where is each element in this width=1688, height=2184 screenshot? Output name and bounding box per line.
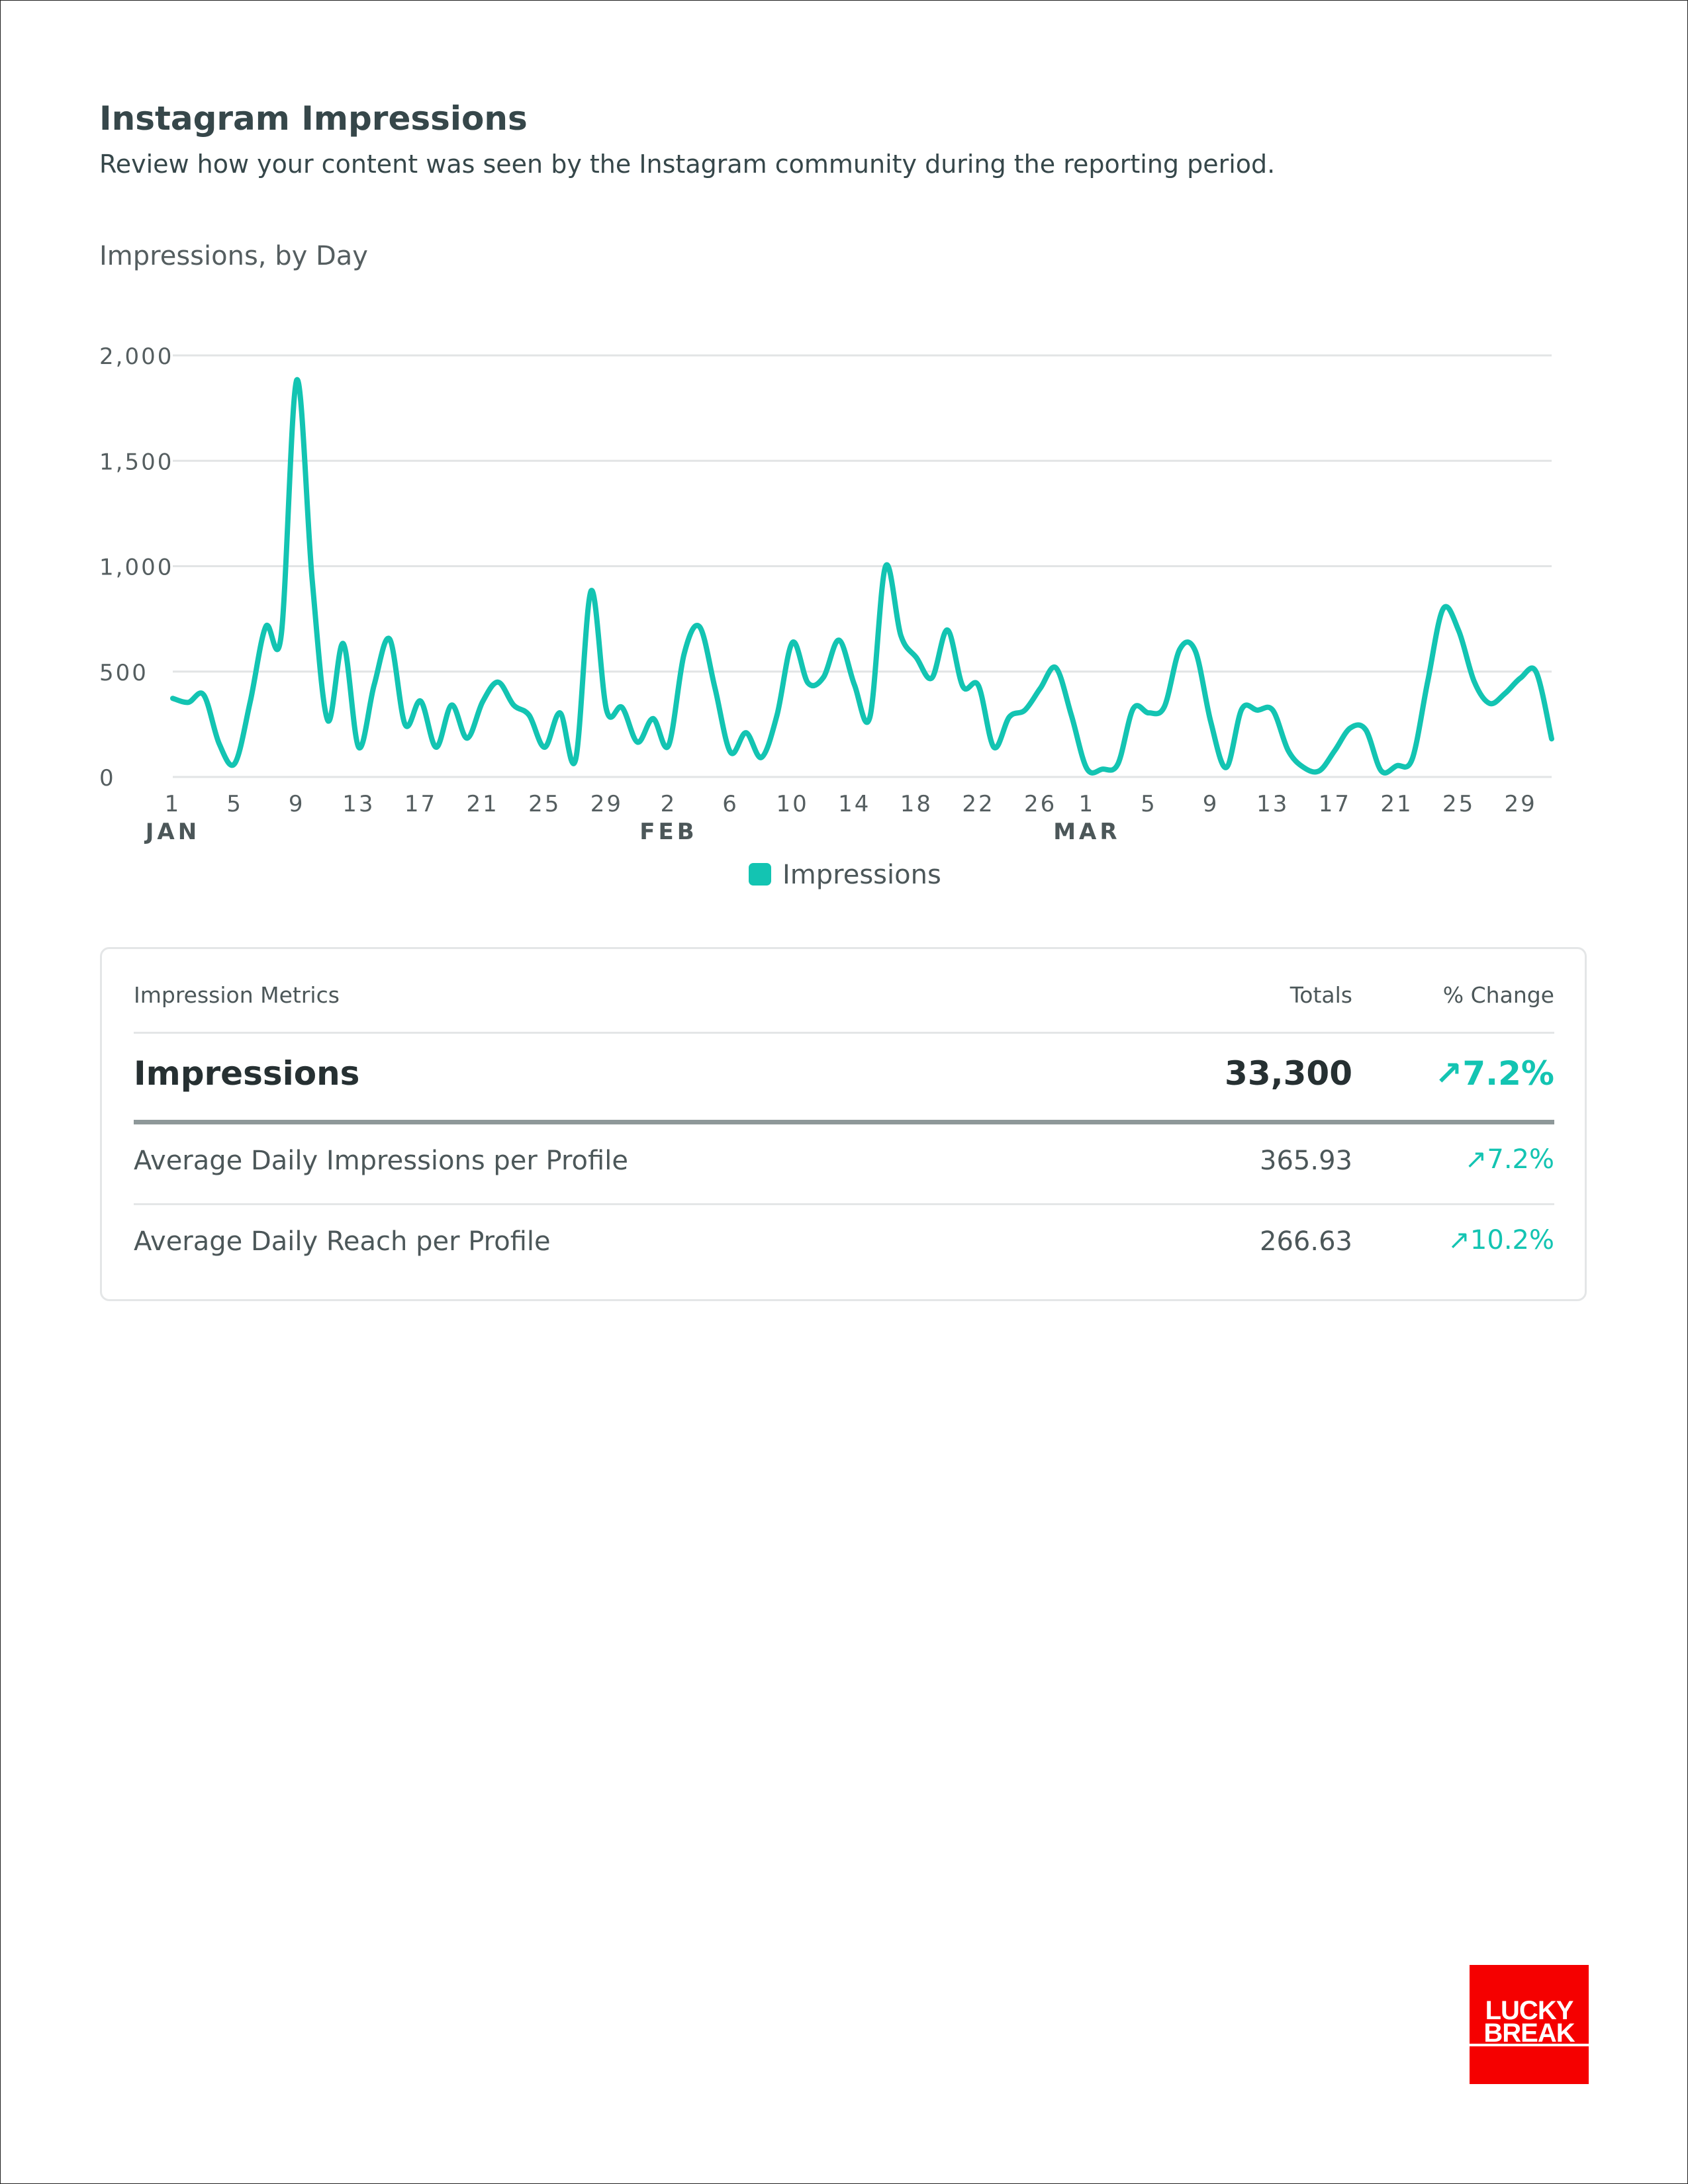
month-label: JAN	[144, 819, 200, 845]
divider	[134, 1032, 1554, 1034]
x-tick-label: 21	[1380, 791, 1413, 817]
row-avg-reach-label: Average Daily Reach per Profile	[134, 1226, 551, 1257]
header-totals: Totals	[1289, 982, 1352, 1008]
x-tick-label: 25	[528, 791, 561, 817]
x-tick-label: 17	[1319, 791, 1351, 817]
x-tick-label: 21	[466, 791, 498, 817]
change-value: 10.2%	[1470, 1225, 1554, 1255]
x-tick-label: 22	[962, 791, 994, 817]
x-tick-label: 10	[776, 791, 809, 817]
row-impressions-total: 33,300	[1225, 1054, 1352, 1093]
x-tick-label: 25	[1442, 791, 1475, 817]
x-tick-label: 5	[226, 791, 243, 817]
row-avg-impressions-total: 365.93	[1260, 1146, 1352, 1176]
row-impressions-label: Impressions	[134, 1054, 360, 1093]
x-tick-label: 13	[342, 791, 375, 817]
x-tick-label: 29	[590, 791, 623, 817]
row-avg-impressions-label: Average Daily Impressions per Profile	[134, 1146, 628, 1176]
change-value: 7.2%	[1487, 1144, 1554, 1175]
x-tick-label: 9	[289, 791, 305, 817]
divider	[134, 1203, 1554, 1205]
legend-swatch	[749, 863, 771, 886]
month-label: FEB	[639, 819, 697, 845]
arrow-up-right-icon: ↗	[1448, 1225, 1470, 1255]
row-impressions-change: ↗7.2%	[1434, 1054, 1554, 1093]
page-subtitle: Review how your content was seen by the …	[99, 150, 1276, 179]
month-label: MAR	[1053, 819, 1120, 845]
impression-metrics-table	[100, 947, 1587, 1301]
x-tick-label: 13	[1256, 791, 1289, 817]
x-tick-label: 14	[838, 791, 870, 817]
x-tick-label: 1	[1079, 791, 1096, 817]
x-tick-label: 5	[1141, 791, 1157, 817]
y-tick-label: 1,000	[99, 555, 173, 581]
y-tick-label: 1,500	[99, 449, 173, 475]
lucky-break-logo: LUCKY BREAK	[1470, 1965, 1589, 2084]
y-tick-label: 2,000	[99, 343, 173, 370]
row-avg-impressions-change: ↗7.2%	[1465, 1144, 1554, 1175]
row-avg-reach-total: 266.63	[1260, 1226, 1352, 1257]
x-tick-label: 2	[661, 791, 677, 817]
x-tick-label: 9	[1203, 791, 1219, 817]
divider-thick	[134, 1120, 1554, 1124]
x-tick-label: 17	[404, 791, 437, 817]
x-tick-label: 6	[722, 791, 739, 817]
page-title: Instagram Impressions	[99, 99, 528, 138]
series-line-impressions	[170, 377, 1554, 776]
x-tick-label: 26	[1024, 791, 1056, 817]
header-metric: Impression Metrics	[134, 982, 340, 1008]
header-change: % Change	[1442, 982, 1554, 1008]
change-value: 7.2%	[1462, 1054, 1554, 1093]
x-tick-label: 1	[165, 791, 181, 817]
row-avg-reach-change: ↗10.2%	[1448, 1225, 1554, 1255]
arrow-up-right-icon: ↗	[1464, 1144, 1487, 1175]
arrow-up-right-icon: ↗	[1434, 1054, 1463, 1093]
x-tick-label: 29	[1505, 791, 1537, 817]
legend-label: Impressions	[782, 860, 941, 890]
chart-title: Impressions, by Day	[99, 241, 368, 271]
y-tick-label: 0	[99, 765, 116, 792]
x-tick-label: 18	[900, 791, 933, 817]
y-tick-label: 500	[99, 660, 148, 686]
